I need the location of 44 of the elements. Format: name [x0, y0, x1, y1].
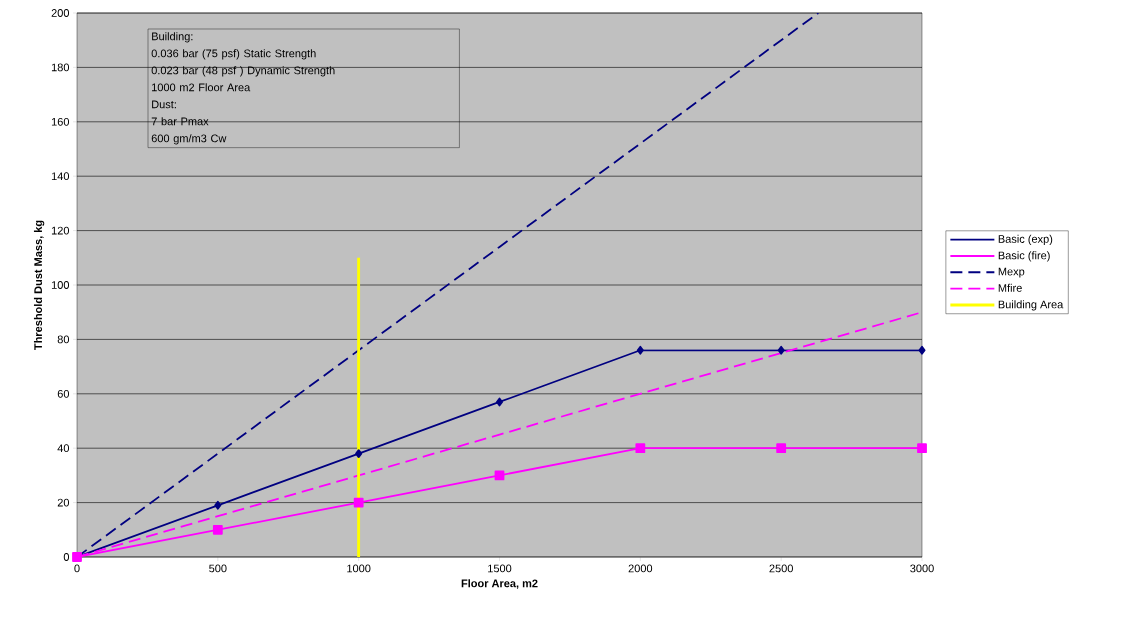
point [212, 524, 223, 535]
x-tick-label: 3000 [910, 564, 934, 573]
x-tick-label: 1000 [347, 564, 371, 573]
y-tick-label: 140 [51, 172, 70, 181]
x-tick-label: 2000 [628, 564, 653, 573]
y-tick-label: 100 [51, 281, 70, 289]
point [355, 449, 363, 459]
point [214, 500, 222, 510]
point [636, 345, 644, 355]
x-tick-label: 2500 [769, 564, 793, 573]
point [494, 470, 505, 481]
y-tick-label: 120 [51, 226, 70, 235]
y-tick-label: 20 [57, 498, 70, 507]
point [777, 345, 785, 355]
annotation: 600 gm/m3 Cw [151, 134, 227, 145]
y-tick-label: 200 [51, 9, 70, 17]
annotation: 7 bar Pmax [151, 117, 209, 126]
point [918, 345, 926, 355]
annotation: Building: [152, 32, 193, 43]
legend-label: Basic (fire) [998, 251, 1050, 262]
point [917, 443, 927, 454]
y-tick-label: 40 [57, 444, 70, 453]
y-tick-label: 0 [63, 553, 70, 561]
y-tick-label: 180 [51, 63, 70, 72]
x-tick-label: 0 [74, 564, 80, 573]
point [353, 497, 364, 508]
x-tick-label: 1500 [488, 564, 512, 573]
annotation: Dust: [152, 100, 176, 109]
point [495, 397, 504, 407]
legend-label: Building Area [998, 300, 1064, 311]
annotation: 0.023 bar (48 psf ) Dynamic Strength [151, 66, 335, 77]
y-tick-label: 60 [57, 389, 70, 398]
y-tick-label: 160 [51, 117, 70, 126]
y-axis-title: Threshold Dust Mass, kg [33, 220, 45, 350]
annotation: 0.036 bar (75 psf) Static Strength [151, 49, 316, 60]
legend-label: Basic (exp) [998, 234, 1053, 246]
annotation: 1000 m2 Floor Area [152, 83, 251, 92]
legend-label: Mexp [998, 267, 1025, 278]
point [776, 443, 787, 454]
x-tick-label: 500 [209, 564, 227, 573]
legend-label: Mfire [998, 283, 1022, 292]
x-axis-title: Floor Area, m2 [461, 579, 538, 589]
point [635, 443, 646, 454]
y-tick-label: 80 [57, 335, 70, 344]
